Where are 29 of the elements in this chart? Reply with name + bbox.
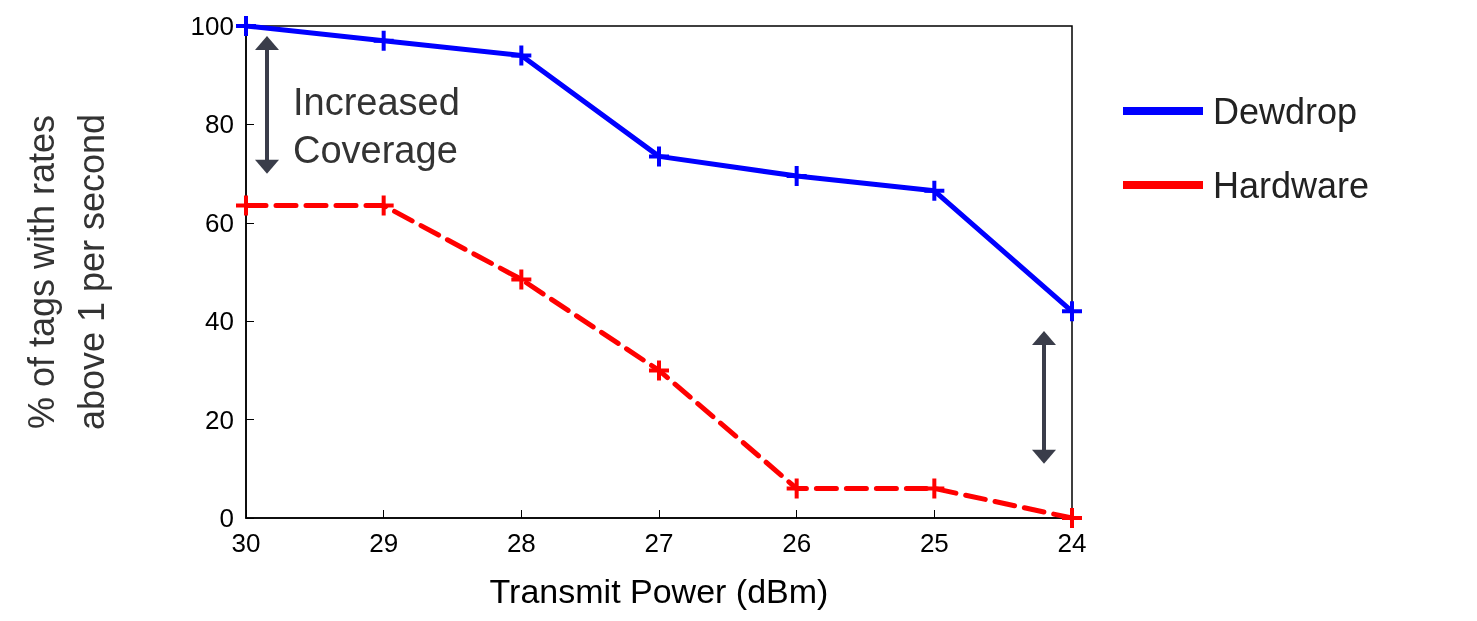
point bbox=[511, 45, 532, 66]
y-tick-label: 20 bbox=[205, 404, 234, 435]
y-tick-label: 40 bbox=[205, 306, 234, 337]
y-axis-title: % of tags with rates above 1 per second bbox=[20, 113, 112, 431]
point bbox=[236, 16, 256, 36]
point bbox=[924, 180, 945, 201]
point bbox=[924, 478, 945, 499]
point bbox=[1062, 508, 1082, 528]
y-tick-label: 100 bbox=[190, 11, 234, 41]
point bbox=[649, 146, 669, 167]
annotation: Increased Coverage bbox=[293, 81, 460, 171]
legend-label: Hardware bbox=[1213, 164, 1370, 206]
y-tick-label: 80 bbox=[205, 109, 234, 140]
point bbox=[373, 30, 394, 51]
x-tick-label: 30 bbox=[231, 528, 261, 558]
y-tick-label: 60 bbox=[205, 207, 234, 238]
x-tick-label: 28 bbox=[506, 528, 536, 558]
x-axis-title: Transmit Power (dBm) bbox=[489, 572, 829, 610]
point bbox=[1062, 301, 1082, 322]
legend-label: Dewdrop bbox=[1213, 90, 1358, 132]
x-tick-label: 25 bbox=[919, 528, 949, 558]
point bbox=[649, 360, 669, 381]
point bbox=[511, 269, 532, 290]
point bbox=[786, 166, 807, 187]
y-tick-label: 0 bbox=[219, 503, 234, 533]
x-tick-label: 24 bbox=[1057, 528, 1087, 558]
x-tick-label: 26 bbox=[782, 528, 812, 558]
x-tick-label: 27 bbox=[644, 528, 674, 558]
x-tick-label: 29 bbox=[369, 528, 399, 558]
